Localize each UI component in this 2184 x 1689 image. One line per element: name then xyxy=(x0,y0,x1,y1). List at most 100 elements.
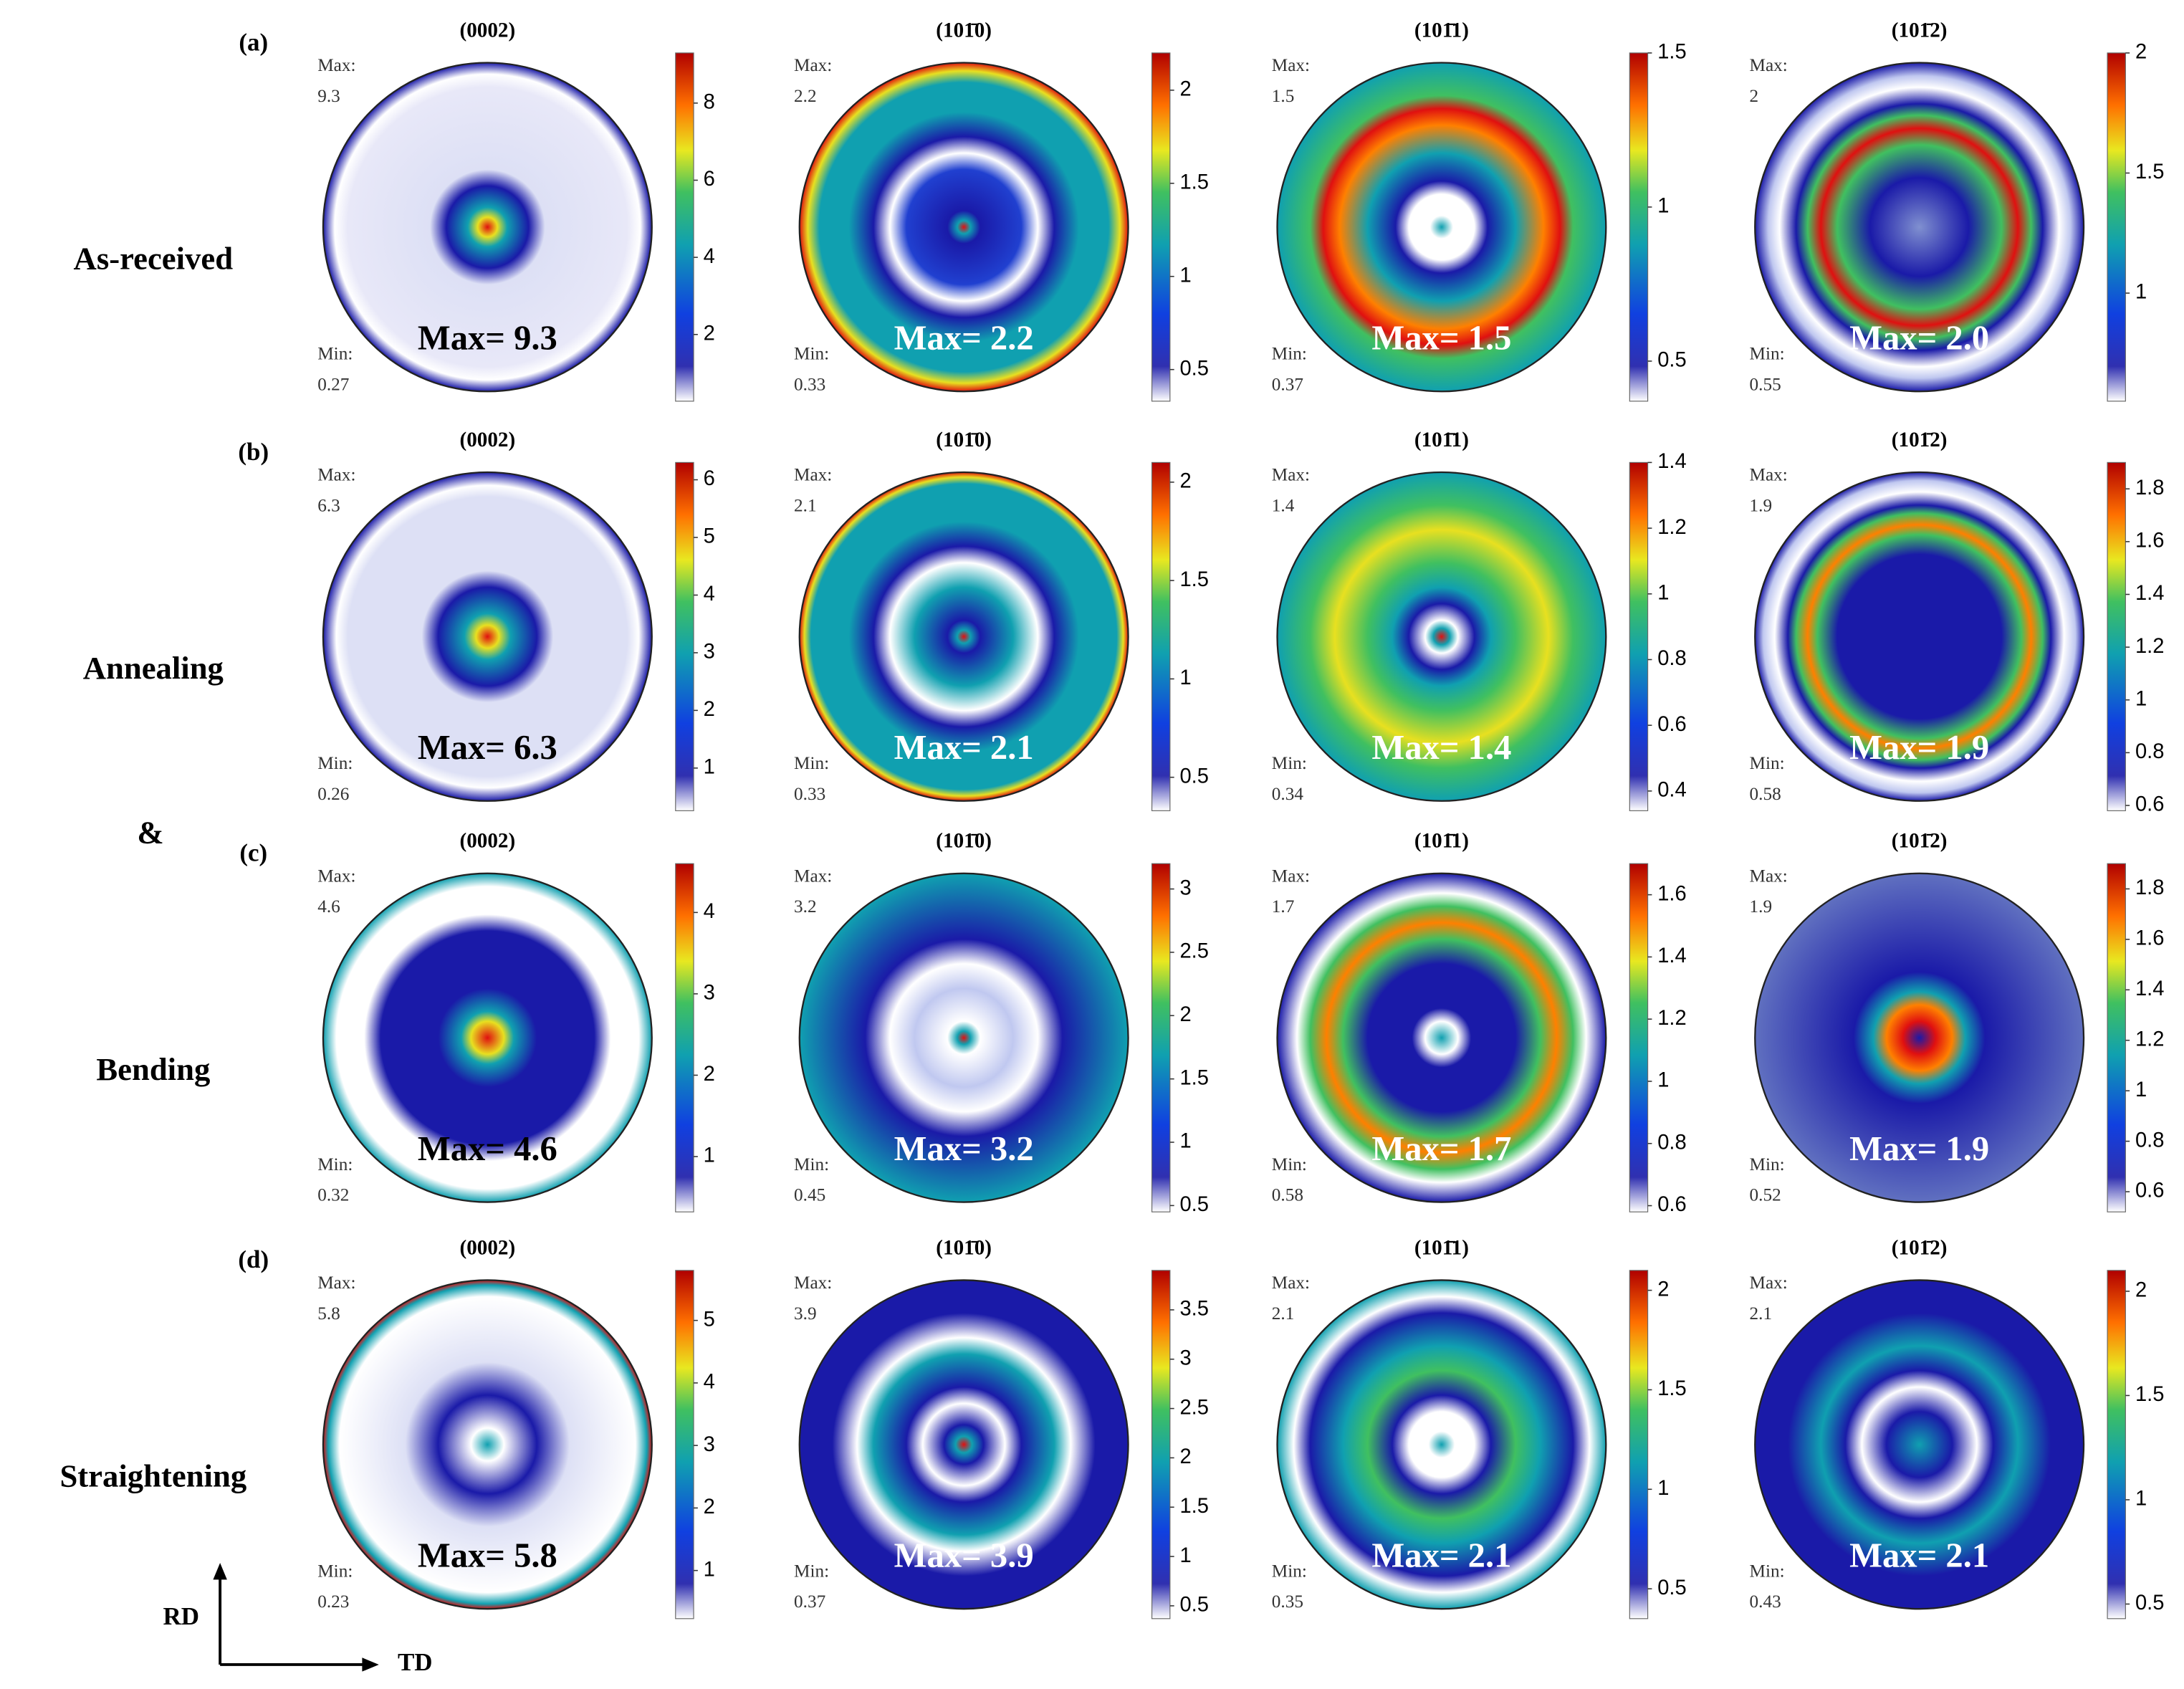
max-text: Max= 2.1 xyxy=(1371,1536,1511,1574)
pole-title: (101̄1) xyxy=(1414,429,1469,451)
colorbar-tick-label: 2 xyxy=(1179,1003,1191,1026)
colorbar xyxy=(675,461,694,811)
min-value: 0.32 xyxy=(317,1185,349,1205)
colorbar-tick-label: 5 xyxy=(704,1308,715,1331)
pole-title: (101̄0) xyxy=(936,429,992,451)
panel-label: (d) xyxy=(238,1245,269,1273)
row-name: Bending xyxy=(96,1051,210,1087)
colorbar-tick-label: 1 xyxy=(1179,1544,1191,1567)
colorbar-tick-label: 1 xyxy=(1179,264,1191,287)
colorbar xyxy=(675,52,694,402)
min-value: 0.26 xyxy=(317,784,349,804)
min-label: Min: xyxy=(794,344,829,364)
colorbar xyxy=(2107,52,2126,402)
min-value: 0.58 xyxy=(1272,1185,1303,1205)
colorbar-tick-label: 1.5 xyxy=(1657,1377,1687,1400)
colorbar-tick-label: 2 xyxy=(704,322,715,345)
rd-arrowhead xyxy=(213,1563,227,1580)
min-label: Min: xyxy=(317,344,353,364)
min-label: Min: xyxy=(1750,753,1785,773)
colorbar-tick-label: 3 xyxy=(704,641,715,664)
colorbar-tick-label: 1.6 xyxy=(2135,927,2165,950)
colorbar-tick-label: 1 xyxy=(1179,1130,1191,1153)
colorbar-tick-label: 2.5 xyxy=(1179,940,1209,963)
td-arrowhead xyxy=(362,1657,379,1672)
colorbar-tick-label: 1.2 xyxy=(2135,1028,2165,1051)
colorbar-tick-label: 1 xyxy=(704,1558,715,1581)
colorbar xyxy=(675,1270,694,1619)
max-value: 1.4 xyxy=(1272,495,1295,515)
colorbar-tick-label: 1.5 xyxy=(1657,41,1687,64)
colorbar-tick-label: 1.5 xyxy=(1179,171,1209,194)
colorbar-tick-label: 6 xyxy=(704,168,715,191)
max-value: 6.3 xyxy=(317,495,340,515)
colorbar-tick-label: 3 xyxy=(1179,876,1191,899)
colorbar-tick-label: 0.8 xyxy=(2135,1129,2165,1152)
min-label: Min: xyxy=(1272,344,1307,364)
colorbar-tick-label: 1 xyxy=(1657,195,1669,218)
max-label: Max: xyxy=(1272,55,1310,75)
pole-title: (101̄0) xyxy=(936,19,992,42)
pole-figure xyxy=(1754,62,2085,393)
max-label: Max: xyxy=(317,1273,355,1293)
pole-figure xyxy=(1276,872,1607,1203)
colorbar-tick-label: 8 xyxy=(704,91,715,114)
pole-figure xyxy=(798,1279,1129,1610)
pole-figure xyxy=(1276,1279,1607,1610)
row-name: Annealing xyxy=(83,650,224,686)
colorbar-tick-label: 0.6 xyxy=(1657,1193,1687,1216)
max-text: Max= 1.9 xyxy=(1849,1129,1989,1168)
min-value: 0.35 xyxy=(1272,1592,1303,1612)
colorbar-tick-label: 0.5 xyxy=(1179,765,1209,788)
pole-figure xyxy=(1276,471,1607,802)
row-name: As-received xyxy=(74,241,234,277)
max-text: Max= 3.9 xyxy=(894,1536,1034,1574)
max-value: 2.2 xyxy=(794,86,817,106)
colorbar-tick-label: 3.5 xyxy=(1179,1298,1209,1321)
max-text: Max= 2.1 xyxy=(894,728,1034,767)
max-text: Max= 1.5 xyxy=(1371,318,1511,357)
colorbar-tick-label: 3 xyxy=(1179,1346,1191,1369)
max-value: 2.1 xyxy=(794,495,817,515)
colorbar-tick-label: 1.2 xyxy=(1657,516,1687,539)
pole-figure xyxy=(322,471,653,802)
pole-figure xyxy=(798,62,1129,393)
colorbar-tick-label: 1.6 xyxy=(1657,882,1687,905)
colorbar-tick-label: 1.2 xyxy=(1657,1007,1687,1030)
td-label: TD xyxy=(398,1648,433,1676)
colorbar-tick-label: 1.5 xyxy=(1179,1495,1209,1518)
max-text: Max= 2.1 xyxy=(1849,1536,1989,1574)
pole-title: (101̄2) xyxy=(1892,1236,1948,1259)
colorbar-tick-label: 6 xyxy=(704,467,715,490)
colorbar xyxy=(1629,1270,1649,1619)
pole-figure xyxy=(322,62,653,393)
max-text: Max= 6.3 xyxy=(418,728,557,767)
max-value: 1.5 xyxy=(1272,86,1295,106)
min-value: 0.33 xyxy=(794,374,825,394)
max-label: Max: xyxy=(317,465,355,485)
pole-figure xyxy=(1276,62,1607,393)
colorbar-tick-label: 1.5 xyxy=(2135,1383,2165,1406)
colorbar-tick-label: 4 xyxy=(704,583,715,606)
colorbar-tick-label: 1.4 xyxy=(1657,450,1687,473)
min-label: Min: xyxy=(317,1154,353,1174)
max-value: 2.1 xyxy=(1272,1303,1295,1324)
colorbar-tick-label: 4 xyxy=(704,1371,715,1394)
colorbar-tick-label: 2 xyxy=(1179,1445,1191,1468)
colorbar-tick-label: 1.8 xyxy=(2135,477,2165,499)
min-value: 0.34 xyxy=(1272,784,1304,804)
colorbar-tick-label: 1.2 xyxy=(2135,635,2165,658)
colorbar-tick-label: 1.8 xyxy=(2135,876,2165,899)
max-value: 5.8 xyxy=(317,1303,340,1324)
pole-title: (101̄0) xyxy=(936,1236,992,1259)
max-text: Max= 9.3 xyxy=(418,318,557,357)
colorbar-tick-label: 0.5 xyxy=(1657,1576,1687,1599)
colorbar-tick-label: 0.8 xyxy=(2135,740,2165,763)
max-label: Max: xyxy=(794,866,832,886)
colorbar-tick-label: 1.5 xyxy=(1179,568,1209,591)
colorbar-tick-label: 2.5 xyxy=(1179,1396,1209,1419)
panel-label: (a) xyxy=(239,28,268,56)
colorbar-tick-label: 1.4 xyxy=(2135,977,2165,1000)
colorbar xyxy=(675,863,694,1212)
panel-label: (b) xyxy=(238,438,269,466)
